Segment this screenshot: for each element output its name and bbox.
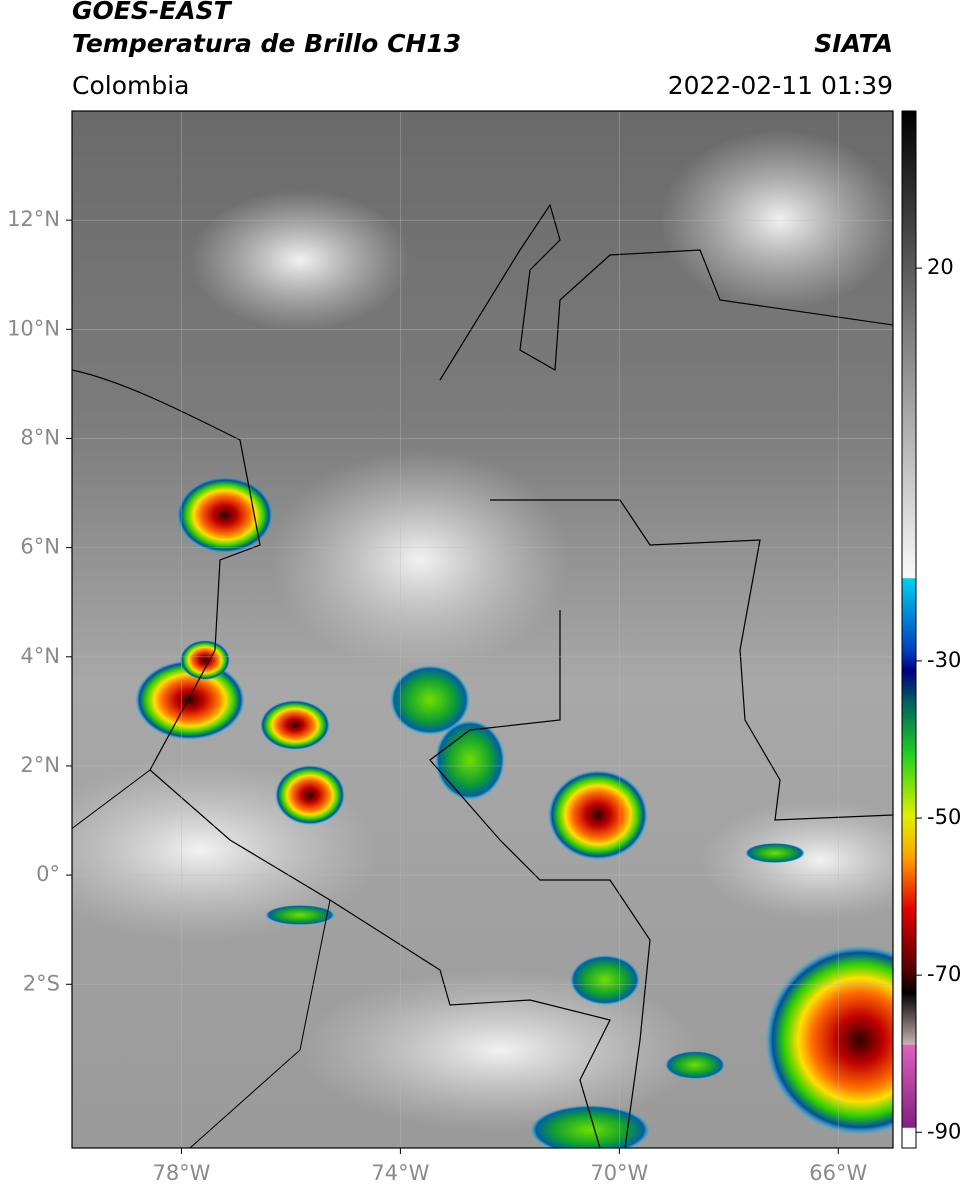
title: GOES-EAST — [72, 0, 233, 25]
x-tick-label: 74°W — [371, 1161, 429, 1185]
y-tick-label: 6°N — [20, 535, 60, 559]
colorbar-tick-label: -90 — [927, 1119, 961, 1143]
y-tick-label: 12°N — [7, 207, 60, 231]
satellite-image — [72, 111, 893, 1148]
graticule — [72, 111, 893, 1148]
x-tick-label: 66°W — [809, 1161, 867, 1185]
y-tick-label: 4°N — [20, 644, 60, 668]
colorbar-tick-label: -30 — [927, 648, 961, 672]
source: SIATA — [814, 29, 893, 58]
y-tick-label: 10°N — [7, 316, 60, 340]
datetime: 2022-02-11 01:39 — [668, 71, 893, 100]
x-tick-label: 70°W — [590, 1161, 648, 1185]
x-tick-label: 78°W — [152, 1161, 210, 1185]
map-frame — [71, 110, 894, 1149]
region: Colombia — [72, 71, 189, 100]
colorbar-tick-label: 20 — [927, 255, 954, 279]
y-tick-label: 8°N — [20, 425, 60, 449]
y-tick-label: 2°N — [20, 753, 60, 777]
y-tick-label: 2°S — [23, 971, 60, 995]
colorbar — [901, 110, 917, 1149]
y-tick-label: 0° — [36, 862, 60, 886]
colorbar-tick-label: -70 — [927, 962, 961, 986]
subtitle: Temperatura de Brillo CH13 — [72, 29, 461, 58]
colorbar-tick-label: -50 — [927, 805, 961, 829]
